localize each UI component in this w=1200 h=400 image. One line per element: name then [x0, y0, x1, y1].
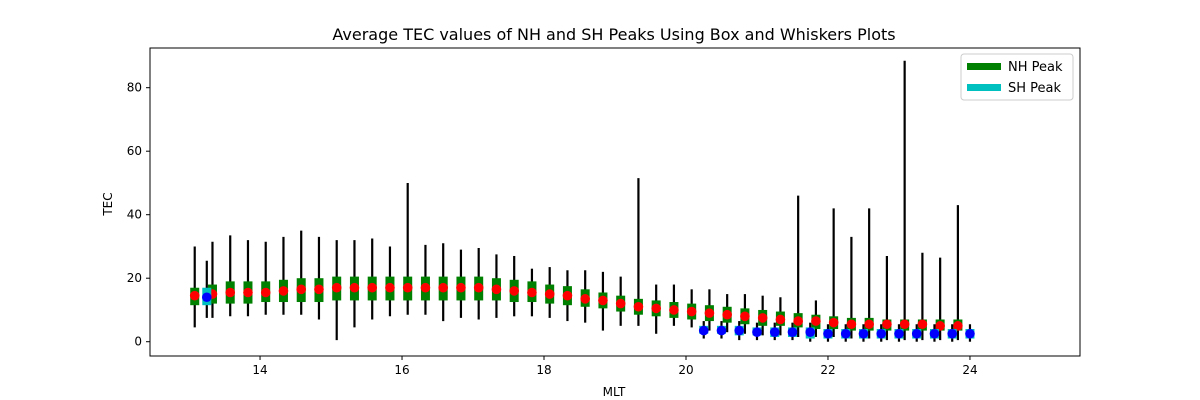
nh-peak-median-point [473, 282, 484, 293]
nh-peak-median-point [331, 282, 342, 293]
legend: NH Peak SH Peak [960, 53, 1074, 101]
sh-peak-median-point [823, 328, 833, 339]
nh-peak-median-point [828, 317, 839, 328]
nh-peak-median-point [243, 287, 253, 298]
nh-peak-median-point [385, 282, 395, 293]
nh-peak-median-point [509, 286, 519, 296]
nh-peak-median-point [349, 282, 360, 293]
x-tick-label: 24 [962, 363, 977, 377]
nh-peak-median-point [669, 305, 679, 315]
y-tick-label: 40 [127, 208, 142, 222]
plot-frame [149, 47, 1081, 357]
x-tick-label: 20 [678, 363, 693, 377]
nh-peak-median-point [935, 321, 945, 331]
nh-peak-median-point [260, 287, 271, 298]
sh-peak-median-point [858, 328, 869, 339]
nh-peak-median-point [456, 282, 466, 293]
y-tick-label: 80 [127, 81, 142, 95]
nh-peak-median-point [882, 319, 892, 330]
sh-peak-median-point [840, 328, 851, 339]
sh-peak-median-point [201, 292, 212, 303]
x-tick-label: 14 [252, 363, 267, 377]
nh-peak-median-point [562, 290, 573, 301]
chart-title: Average TEC values of NH and SH Peaks Us… [332, 25, 895, 44]
legend-label-sh-peak: SH Peak [1008, 81, 1062, 96]
sh-peak-median-point [965, 328, 975, 339]
nh-peak-median-point [225, 287, 236, 298]
y-tick-label: 0 [134, 335, 142, 349]
nh-peak-median-point [598, 295, 608, 306]
nh-peak-median-point [953, 321, 963, 331]
sh-peak-median-point [876, 328, 887, 339]
legend-swatch-sh-peak [967, 84, 1001, 91]
sh-peak-median-point [929, 328, 940, 339]
nh-peak-median-point [633, 301, 644, 312]
nh-peak-median-point [704, 308, 715, 318]
nh-peak-median-point [527, 287, 537, 298]
sh-peak-median-point [787, 327, 798, 337]
nh-peak-median-point [775, 314, 786, 325]
axes: 14 16 18 20 22 24 0 20 40 60 80 [127, 81, 978, 377]
legend-label-nh-peak: NH Peak [1008, 60, 1063, 75]
nh-peak-median-point [544, 289, 555, 299]
nh-peak-median-point [811, 316, 821, 326]
nh-peak-median-point [314, 284, 324, 295]
nh-peak-median-point [917, 319, 928, 330]
sh-peak-median-point [716, 325, 727, 336]
nh-peak-median-point [420, 282, 431, 293]
nh-peak-median-point [899, 319, 910, 330]
nh-peak-median-point [580, 294, 590, 304]
sh-peak-median-point [805, 327, 816, 337]
nh-peak-median-point [367, 282, 378, 293]
y-tick-label: 60 [127, 144, 142, 158]
nh-peak-median-point [402, 282, 413, 293]
sh-peak-median-point [894, 328, 904, 339]
nh-peak-median-point [278, 286, 289, 296]
nh-peak-median-point [491, 284, 502, 295]
nh-peak-median-point [651, 303, 661, 314]
x-tick-label: 16 [394, 363, 409, 377]
legend-swatch-nh-peak [967, 63, 1001, 70]
x-tick-label: 18 [536, 363, 551, 377]
x-axis-title: MLT [603, 385, 626, 399]
series-nh-peak [189, 60, 963, 341]
sh-peak-median-point [947, 328, 958, 339]
sh-peak-median-point [698, 325, 709, 336]
nh-peak-median-point [846, 319, 857, 330]
nh-peak-median-point [864, 319, 874, 330]
nh-peak-median-point [740, 311, 750, 322]
sh-peak-median-point [734, 325, 745, 336]
y-axis-title: TEC [101, 192, 115, 216]
sh-peak-median-point [911, 328, 922, 339]
nh-peak-median-point [189, 290, 200, 301]
plot-area [189, 60, 975, 342]
y-tick-label: 20 [127, 271, 142, 285]
x-tick-label: 22 [820, 363, 835, 377]
nh-peak-median-point [615, 298, 626, 309]
sh-peak-median-point [769, 327, 780, 337]
nh-peak-median-point [793, 316, 803, 326]
nh-peak-median-point [438, 282, 448, 293]
nh-peak-median-point [296, 284, 307, 295]
series-sh-peak [201, 260, 975, 342]
nh-peak-median-point [722, 309, 732, 320]
sh-peak-median-point [752, 327, 762, 337]
nh-peak-median-point [757, 313, 768, 323]
nh-peak-median-point [686, 306, 697, 317]
